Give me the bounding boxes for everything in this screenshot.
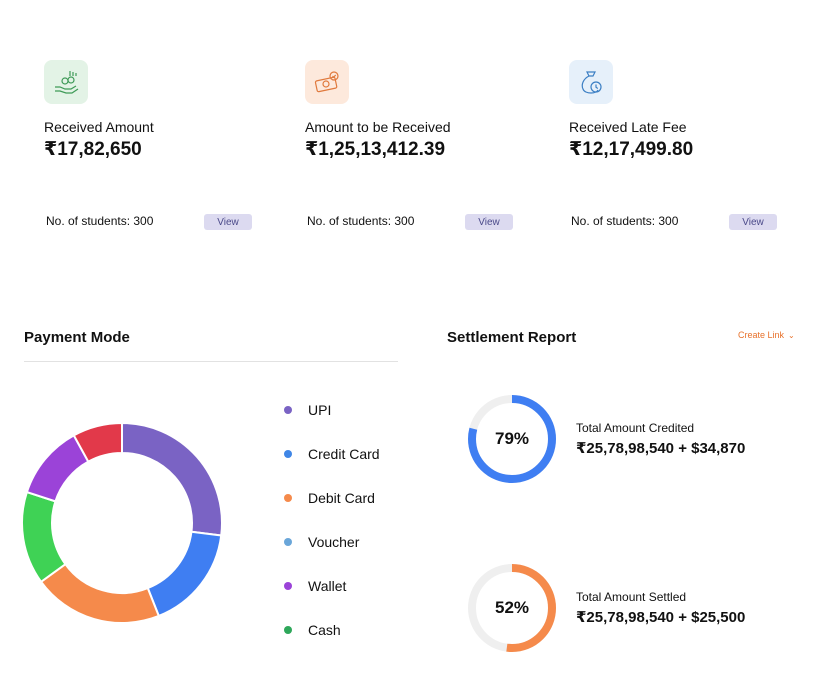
donut-segment-2 bbox=[39, 562, 161, 624]
legend-dot bbox=[284, 582, 292, 590]
legend-dot bbox=[284, 494, 292, 502]
card-students: No. of students: 300 bbox=[571, 214, 679, 228]
chevron-down-icon: ⌄ bbox=[788, 330, 795, 340]
card-amount: ₹1,25,13,412.39 bbox=[305, 139, 446, 160]
settled-progress-ring: 52% bbox=[466, 562, 558, 654]
donut-segment-3 bbox=[21, 490, 67, 584]
legend-dot bbox=[284, 626, 292, 634]
ring-progress bbox=[468, 564, 556, 652]
summary-card-received: Received Amount ₹17,82,650 No. of studen… bbox=[44, 60, 274, 230]
cash-bill-icon bbox=[314, 71, 339, 93]
legend-dot bbox=[284, 538, 292, 546]
legend-dot bbox=[284, 450, 292, 458]
donut-segment-1 bbox=[146, 530, 223, 618]
settlement-label: Total Amount Settled bbox=[576, 590, 687, 604]
donut-segment-0 bbox=[121, 421, 223, 537]
legend-label: Wallet bbox=[308, 578, 347, 594]
create-link-label: Create Link bbox=[738, 330, 785, 340]
credited-progress-ring: 79% bbox=[466, 393, 558, 485]
payment-mode-title: Payment Mode bbox=[24, 329, 130, 346]
settlement-report-title: Settlement Report bbox=[447, 329, 577, 346]
legend-label: Debit Card bbox=[308, 490, 375, 506]
legend-item-voucher: Voucher bbox=[284, 534, 359, 550]
legend-dot bbox=[284, 406, 292, 414]
ring-progress bbox=[468, 395, 556, 483]
settlement-label: Total Amount Credited bbox=[576, 421, 695, 435]
summary-card-to-be-received: Amount to be Received ₹1,25,13,412.39 No… bbox=[305, 60, 535, 230]
section-divider bbox=[24, 361, 398, 362]
legend-item-debit-card: Debit Card bbox=[284, 490, 375, 506]
legend-label: UPI bbox=[308, 402, 332, 418]
money-bag-clock-icon bbox=[581, 71, 602, 94]
ring-percent: 79% bbox=[494, 429, 530, 448]
card-icon-box bbox=[569, 60, 613, 104]
summary-card-late-fee: Received Late Fee ₹12,17,499.80 No. of s… bbox=[569, 60, 799, 230]
card-label: Received Late Fee bbox=[569, 119, 687, 135]
view-button[interactable]: View bbox=[729, 214, 777, 230]
money-hand-icon bbox=[55, 71, 79, 94]
view-button[interactable]: View bbox=[465, 214, 513, 230]
settlement-amount: ₹25,78,98,540 + $34,870 bbox=[576, 440, 746, 457]
card-students: No. of students: 300 bbox=[46, 214, 154, 228]
card-amount: ₹17,82,650 bbox=[44, 139, 142, 160]
card-icon-box bbox=[305, 60, 349, 104]
card-students: No. of students: 300 bbox=[307, 214, 415, 228]
create-link-dropdown[interactable]: Create Link ⌄ bbox=[738, 330, 795, 340]
legend-label: Cash bbox=[308, 622, 341, 638]
legend-item-wallet: Wallet bbox=[284, 578, 346, 594]
card-label: Received Amount bbox=[44, 119, 154, 135]
card-icon-box bbox=[44, 60, 88, 104]
donut-segment-4 bbox=[25, 434, 90, 503]
ring-percent: 52% bbox=[494, 598, 530, 617]
donut-segment-5 bbox=[72, 421, 123, 464]
legend-label: Credit Card bbox=[308, 446, 380, 462]
view-button[interactable]: View bbox=[204, 214, 252, 230]
legend-item-cash: Cash bbox=[284, 622, 341, 638]
card-amount: ₹12,17,499.80 bbox=[569, 139, 694, 160]
legend-item-upi: UPI bbox=[284, 402, 331, 418]
legend-item-credit-card: Credit Card bbox=[284, 446, 380, 462]
settlement-amount: ₹25,78,98,540 + $25,500 bbox=[576, 609, 746, 626]
legend-label: Voucher bbox=[308, 534, 360, 550]
card-label: Amount to be Received bbox=[305, 119, 451, 135]
